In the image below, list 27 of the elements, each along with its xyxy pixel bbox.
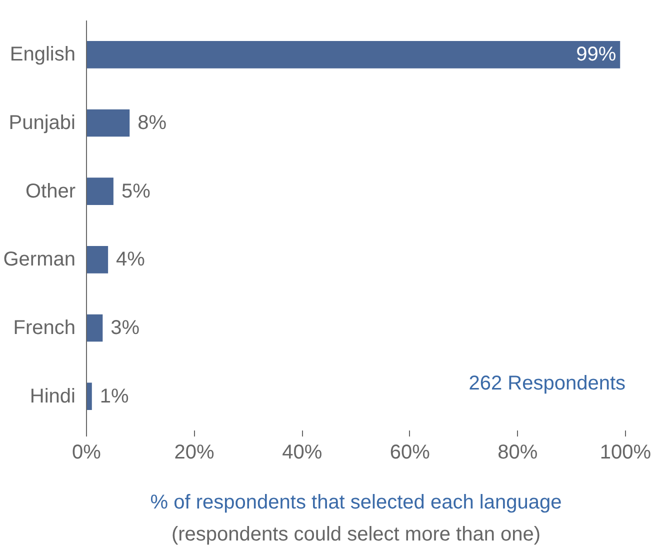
y-tick-label: French bbox=[13, 317, 76, 339]
bar bbox=[86, 41, 620, 68]
annotation: 262 Respondents bbox=[468, 372, 626, 394]
x-tick-label: 80% bbox=[498, 442, 538, 464]
y-tick-label: English bbox=[10, 44, 76, 66]
data-label: 4% bbox=[116, 248, 146, 271]
x-tick-label: 100% bbox=[600, 442, 652, 464]
y-tick-label: Punjabi bbox=[8, 112, 76, 134]
data-label: 99% bbox=[576, 44, 616, 66]
x-tick-label: 60% bbox=[390, 442, 430, 464]
bar bbox=[86, 109, 130, 137]
bar bbox=[86, 246, 108, 274]
bar bbox=[86, 178, 114, 205]
y-tick-label: Hindi bbox=[30, 385, 76, 408]
x-tick-label: 40% bbox=[282, 442, 322, 464]
data-label: 5% bbox=[121, 180, 151, 202]
x-tick-label: 20% bbox=[174, 442, 215, 464]
x-axis-title: % of respondents that selected each language bbox=[150, 492, 562, 514]
data-label: 3% bbox=[110, 317, 140, 339]
data-label: 1% bbox=[100, 385, 130, 408]
bar bbox=[86, 382, 92, 410]
y-tick-label: German bbox=[3, 248, 76, 271]
data-label: 8% bbox=[138, 112, 167, 134]
y-tick-label: Other bbox=[25, 180, 76, 202]
text: (respondents could select more than one) bbox=[171, 524, 541, 546]
bar bbox=[86, 314, 103, 342]
x-tick-label: 0% bbox=[72, 442, 102, 464]
